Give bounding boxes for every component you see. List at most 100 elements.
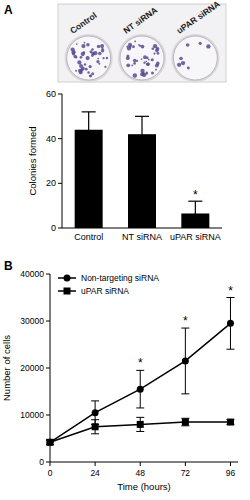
error-bar [82,112,96,148]
colony [84,42,86,44]
y-tick-label: 40000 [20,269,44,279]
colony [132,45,135,48]
error-line [88,112,89,148]
x-tick-label: 48 [136,468,146,478]
well [67,36,111,80]
legend-label: Non-targeting siRNA [81,273,159,283]
y-tick [58,183,62,184]
well [120,36,164,80]
colony [128,43,132,47]
annotation: * [228,284,233,298]
colony [136,60,138,62]
legend-marker [64,275,71,282]
panel-label: A [4,3,13,17]
colony [76,43,78,45]
error-line [141,116,142,152]
colony [106,57,108,59]
colony [97,45,100,48]
colony [147,62,150,65]
colony [126,63,130,67]
colony [151,58,154,61]
point [137,386,144,393]
colony [141,45,145,49]
error-cap [135,116,149,117]
colony [85,68,88,71]
colony [98,52,102,56]
panel-label: B [4,259,13,273]
colony [151,71,154,74]
colony [146,56,149,59]
colony [134,41,136,43]
point [182,357,189,364]
y-tick [46,368,50,369]
plate-photo: ControlNT siRNAuPAR siRNA [58,0,226,82]
x-tick-label: 0 [48,468,53,478]
well [173,36,217,80]
colony [100,44,104,48]
colony [181,61,185,65]
figure: AControlNT siRNAuPAR siRNA0204060Control… [0,0,250,500]
x-tick [185,462,186,466]
x-tick [230,462,231,466]
colony [148,59,150,61]
y-tick [58,94,62,95]
y-axis [62,94,63,228]
x-tick [95,462,96,466]
y-tick-label: 30000 [20,316,44,326]
colony [155,69,157,71]
colony [187,66,190,69]
plate-label: NT siRNA [121,5,159,36]
colony [131,65,133,67]
y-tick-label: 40 [46,134,56,144]
series-line [50,323,230,442]
colony [77,60,81,64]
error-bar [135,116,149,152]
colony [142,73,146,77]
error-bar [181,418,189,426]
x-tick-label: Control [74,232,103,242]
x-tick-label: 96 [226,468,236,478]
colony [73,51,75,53]
colony [199,42,202,45]
error-cap [91,419,99,420]
colony [97,58,99,60]
colony [133,62,136,65]
colony [126,46,128,48]
colony [89,75,92,78]
colony [96,60,99,63]
y-tick-label: 0 [39,457,44,467]
point [92,409,99,416]
colony [87,71,90,74]
error-cap [91,433,99,434]
error-cap [91,400,99,401]
error-line [195,201,196,226]
y-tick [46,321,50,322]
error-bar [136,417,144,431]
colony [140,69,144,73]
well-rim [65,34,113,82]
error-cap [136,417,144,418]
colony [73,55,77,59]
colony [102,57,104,59]
colony [157,52,160,55]
colony [177,63,181,67]
y-tick [58,228,62,229]
colony [104,66,106,68]
plot-area [46,298,234,446]
colony [86,43,90,47]
x-axis [62,228,222,229]
y-tick-label: 0 [51,223,56,233]
colony [179,57,183,61]
colony [84,63,86,65]
error-cap [82,111,96,112]
y-tick-label: 20 [46,178,56,188]
y-tick-label: 10000 [20,410,44,420]
colony [81,52,85,56]
colony [186,43,190,47]
colony [93,51,97,55]
colony [146,63,149,66]
annotation: * [138,356,143,370]
x-axis [50,462,238,463]
colony [145,61,147,63]
colony [155,48,159,52]
